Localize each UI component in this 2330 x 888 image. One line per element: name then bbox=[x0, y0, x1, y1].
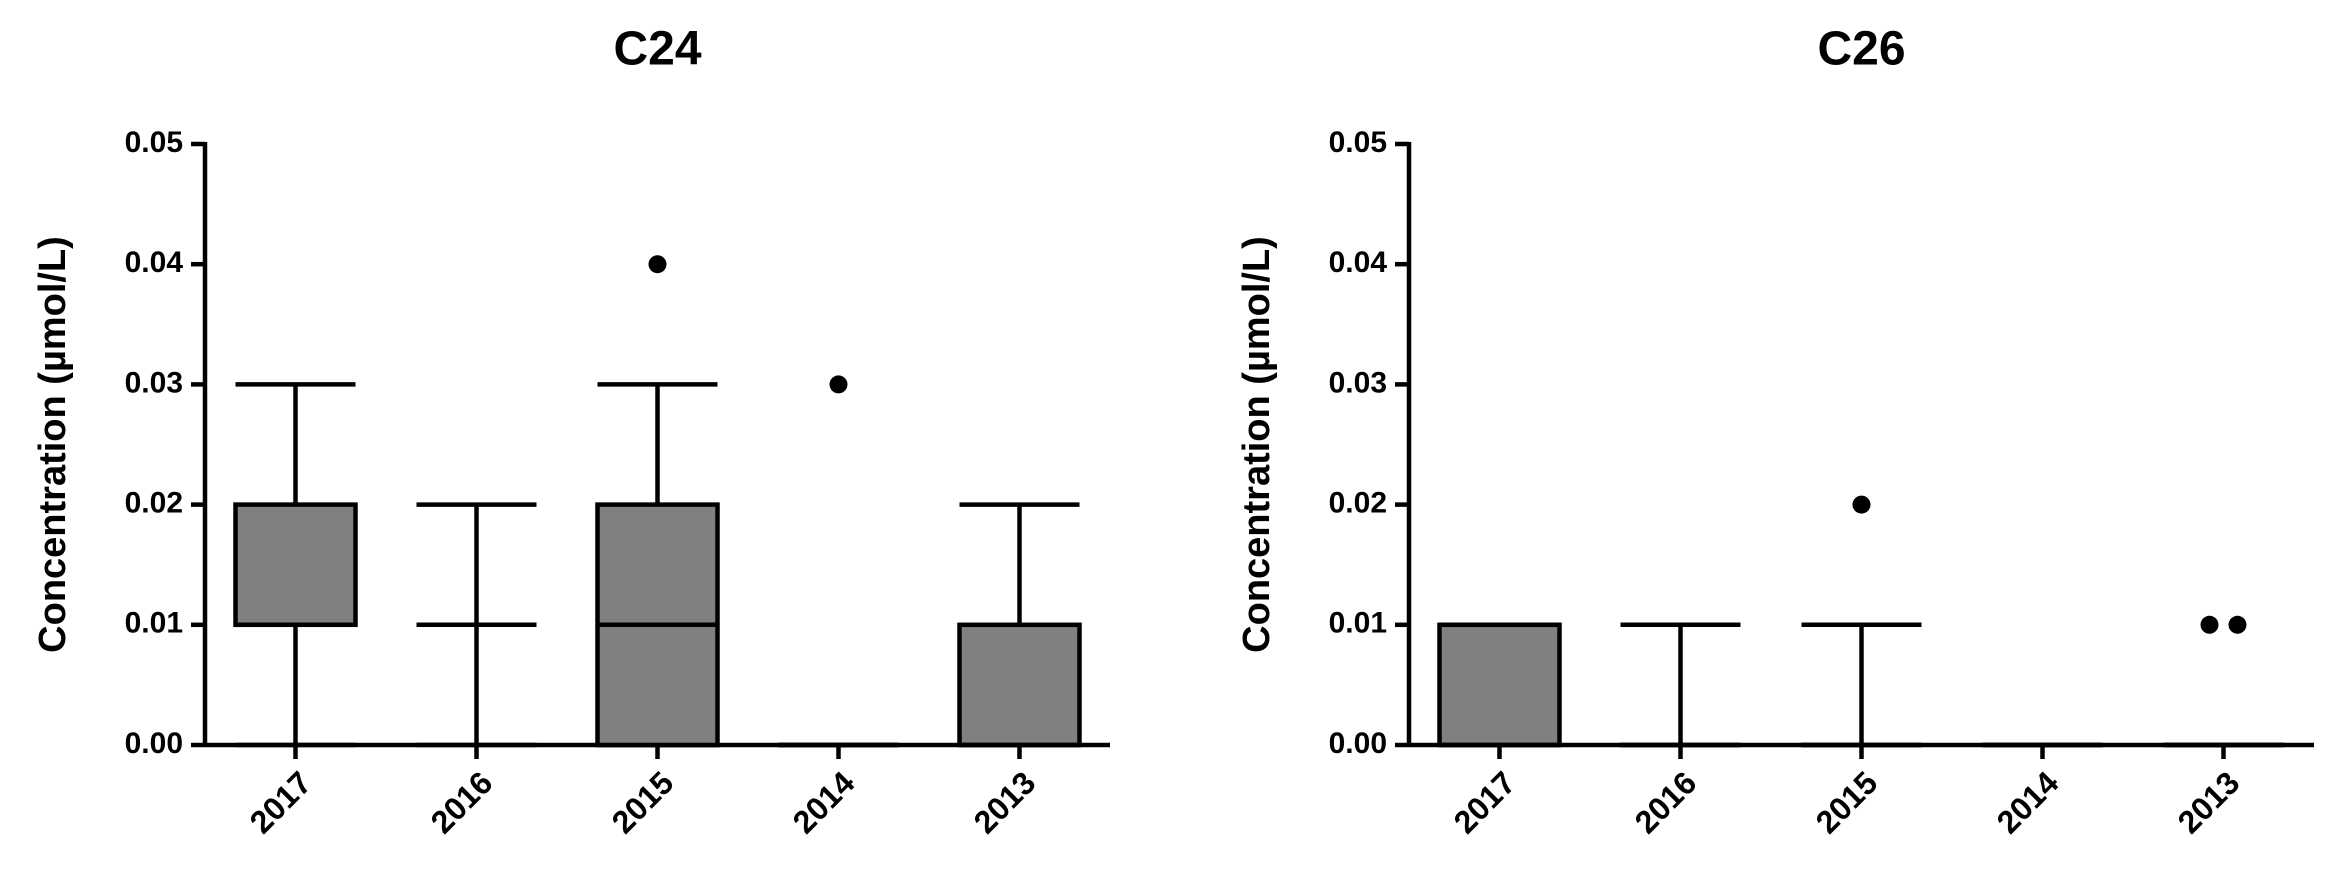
outlier bbox=[648, 255, 667, 274]
outlier bbox=[2228, 615, 2247, 634]
outlier bbox=[2200, 615, 2219, 634]
y-tick-label: 0.00 bbox=[1329, 727, 1387, 760]
y-tick-label: 0.02 bbox=[125, 487, 183, 520]
box bbox=[1437, 622, 1562, 748]
x-tick-label: 2013 bbox=[967, 764, 1043, 840]
y-tick-label: 0.00 bbox=[125, 727, 183, 760]
box bbox=[233, 502, 358, 628]
box bbox=[957, 622, 1082, 748]
outlier bbox=[1852, 495, 1871, 514]
x-tick-label: 2015 bbox=[605, 764, 681, 840]
y-tick-label: 0.02 bbox=[1329, 487, 1387, 520]
x-tick-label: 2014 bbox=[786, 764, 862, 840]
x-tick-label: 2013 bbox=[2171, 764, 2247, 840]
y-tick-label: 0.01 bbox=[1329, 607, 1387, 640]
x-tick-label: 2016 bbox=[424, 764, 500, 840]
y-tick-label: 0.05 bbox=[1329, 126, 1387, 159]
y-tick-label: 0.04 bbox=[125, 246, 184, 279]
x-tick-label: 2015 bbox=[1809, 764, 1885, 840]
chart-panel: C26 Concentration (µmol/L) 0.00 0.01 0.02 0.0… bbox=[1236, 23, 2314, 840]
chart-title: C24 bbox=[613, 23, 701, 76]
chart-title: C26 bbox=[1817, 23, 1905, 76]
y-tick-label: 0.05 bbox=[125, 126, 183, 159]
y-tick-label: 0.01 bbox=[125, 607, 183, 640]
x-tick-label: 2014 bbox=[1990, 764, 2066, 840]
y-tick-label: 0.04 bbox=[1329, 246, 1388, 279]
x-tick-label: 2017 bbox=[243, 764, 319, 840]
y-tick-label: 0.03 bbox=[125, 366, 183, 399]
y-axis-label: Concentration (µmol/L) bbox=[1236, 236, 1278, 653]
x-tick-label: 2017 bbox=[1447, 764, 1523, 840]
x-tick-label: 2016 bbox=[1628, 764, 1704, 840]
chart-panel: C24 Concentration (µmol/L) 0.00 0.01 0.02 0.0… bbox=[32, 23, 1110, 840]
outlier bbox=[829, 375, 848, 394]
y-tick-label: 0.03 bbox=[1329, 366, 1387, 399]
y-axis-label: Concentration (µmol/L) bbox=[32, 236, 74, 653]
